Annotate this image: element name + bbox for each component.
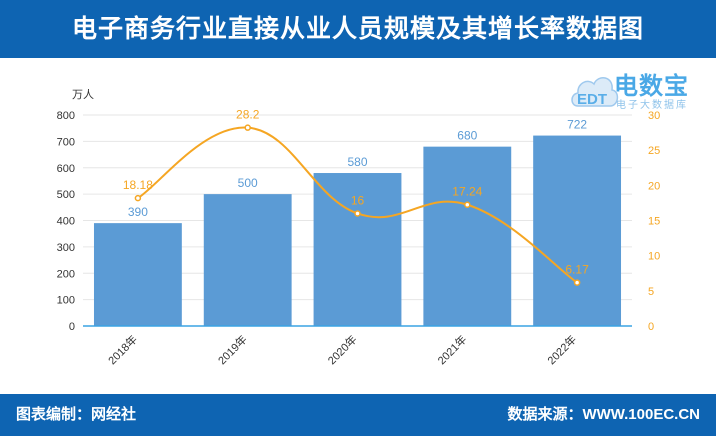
logo-mark-text: EDT (577, 91, 607, 108)
line-point (464, 201, 471, 208)
bar-value-label: 722 (567, 118, 587, 132)
y-tick-label-right: 5 (648, 286, 654, 298)
bar (423, 146, 512, 326)
chart: 0 100 200 300 400 500 600 700 800 0 5 10 15 20 25 30 万人 3… (57, 88, 661, 367)
header-bar: 电子商务行业直接从业人员规模及其增长率数据图 (0, 0, 716, 58)
bar-value-label: 580 (347, 155, 367, 169)
bar (533, 135, 622, 326)
y-tick-label-left: 0 (69, 321, 75, 333)
logo: EDT 电数宝 电子大数据库 (566, 64, 712, 120)
y-tick-label-right: 0 (648, 321, 654, 333)
x-tick-label: 2022年 (544, 332, 579, 367)
y-axis-label: 万人 (72, 88, 94, 101)
line-value-label: 16 (351, 193, 365, 207)
y-tick-label-left: 800 (57, 110, 75, 122)
x-tick-label: 2019年 (215, 332, 250, 367)
x-tick-label: 2018年 (105, 332, 140, 367)
footer-bar: 图表编制：网经社 数据来源：WWW.100EC.CN (0, 394, 716, 436)
bar (203, 194, 292, 326)
logo-subtitle: 电子大数据库 (616, 100, 688, 111)
line-point (244, 124, 251, 131)
line-value-label: 18.18 (123, 178, 153, 192)
page-title: 电子商务行业直接从业人员规模及其增长率数据图 (71, 15, 644, 43)
y-tick-label-left: 400 (57, 216, 75, 228)
bar (93, 223, 182, 326)
y-tick-label-right: 20 (648, 180, 660, 192)
y-tick-label-left: 100 (57, 295, 75, 307)
y-tick-label-left: 700 (57, 136, 75, 148)
line-point (354, 210, 361, 217)
bar-value-label: 500 (238, 176, 258, 190)
line-point (573, 279, 581, 286)
y-tick-label-right: 15 (648, 216, 660, 228)
footer-compiler: 图表编制：网经社 (16, 406, 137, 423)
line-value-label: 17.24 (452, 185, 482, 199)
line-value-label: 6.17 (565, 263, 589, 277)
y-tick-label-left: 300 (57, 242, 75, 254)
y-tick-label-left: 500 (57, 189, 75, 201)
bar (313, 173, 402, 326)
x-tick-label: 2020年 (325, 332, 360, 367)
y-tick-label-right: 25 (648, 145, 660, 157)
line-point (134, 194, 142, 202)
footer-source: 数据来源：WWW.100EC.CN (507, 406, 700, 423)
bar-value-label: 390 (128, 205, 148, 219)
y-tick-label-left: 600 (57, 163, 75, 175)
y-tick-label-left: 200 (57, 268, 75, 280)
y-tick-label-right: 30 (648, 110, 660, 122)
bar-value-label: 680 (457, 129, 477, 143)
x-tick-label: 2021年 (434, 332, 469, 367)
cloud-logo-icon: EDT (571, 77, 619, 108)
logo-name: 电数宝 (614, 73, 689, 100)
line-value-label: 28.2 (236, 108, 260, 122)
y-tick-label-right: 10 (648, 251, 660, 263)
